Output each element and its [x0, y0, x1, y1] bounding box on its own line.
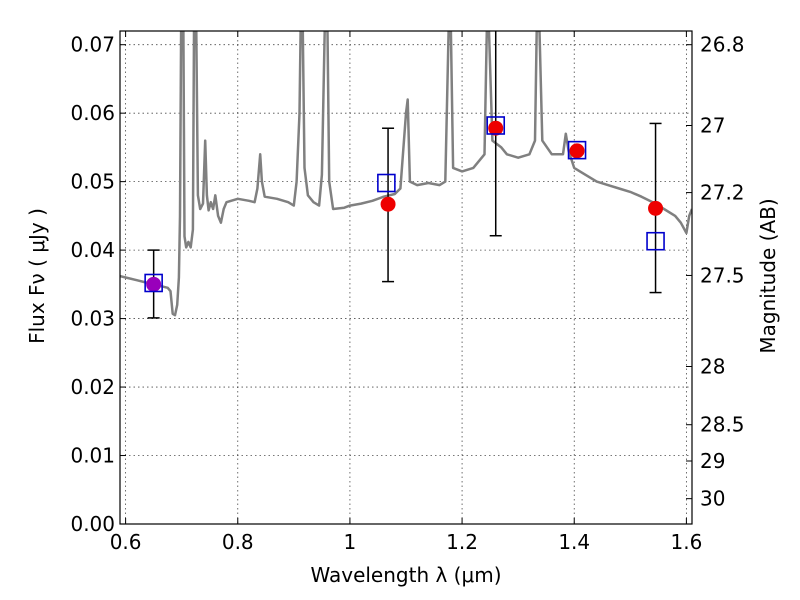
x-tick-label: 0.6: [110, 530, 142, 554]
model-photometry-point: [567, 140, 587, 160]
y2-tick-label: 29: [700, 449, 725, 473]
observed-flux-point: [648, 200, 664, 216]
y-tick-label: 0.04: [70, 238, 115, 262]
y2-tick-label: 28.5: [700, 413, 745, 437]
x-tick-label: 1: [344, 530, 357, 554]
model-photometry-point: [486, 116, 506, 135]
x-axis-label: Wavelength λ (μm): [310, 563, 501, 587]
y2-tick-label: 28: [700, 355, 725, 379]
y2-tick-label: 27.5: [700, 263, 745, 287]
plot-series: [120, 31, 692, 317]
y2-tick-label: 26.8: [700, 33, 745, 57]
x-tick-label: 1.6: [670, 530, 702, 554]
x-tick-label: 1.2: [446, 530, 478, 554]
observed-flux-point: [569, 143, 585, 159]
y2-tick-label: 30: [700, 487, 725, 511]
y-tick-label: 0.02: [70, 375, 115, 399]
y-tick-label: 0.06: [70, 101, 115, 125]
model-photometry-point: [646, 231, 665, 251]
model-photometry-point: [377, 173, 396, 193]
observed-flux-point: [380, 196, 396, 212]
plot-frame: [119, 30, 693, 525]
y2-tick-label: 27.2: [700, 181, 745, 205]
y-axis-label: Flux Fν ( μJy ): [25, 208, 49, 344]
y-tick-label: 0.07: [70, 33, 115, 57]
markers: [144, 116, 665, 293]
model-photometry-point: [144, 273, 163, 293]
x-tick-label: 0.8: [222, 530, 254, 554]
model-sed-line: [120, 31, 692, 317]
y-tick-label: 0.03: [70, 307, 115, 331]
axis-ticks: 0.6 0.8 1 1.2 1.4 1.6 0.00 0.01 0.02 0.03 0.04 0.05…: [70, 31, 745, 554]
y2-axis-label: Magnitude (AB): [756, 198, 780, 353]
observed-flux-point: [488, 120, 504, 136]
y2-tick-label: 27: [700, 113, 725, 137]
y-tick-label: 0.05: [70, 170, 115, 194]
y-tick-label: 0.00: [70, 512, 115, 536]
y-tick-label: 0.01: [70, 444, 115, 468]
observed-flux-point: [146, 276, 162, 292]
x-tick-label: 1.4: [558, 530, 590, 554]
